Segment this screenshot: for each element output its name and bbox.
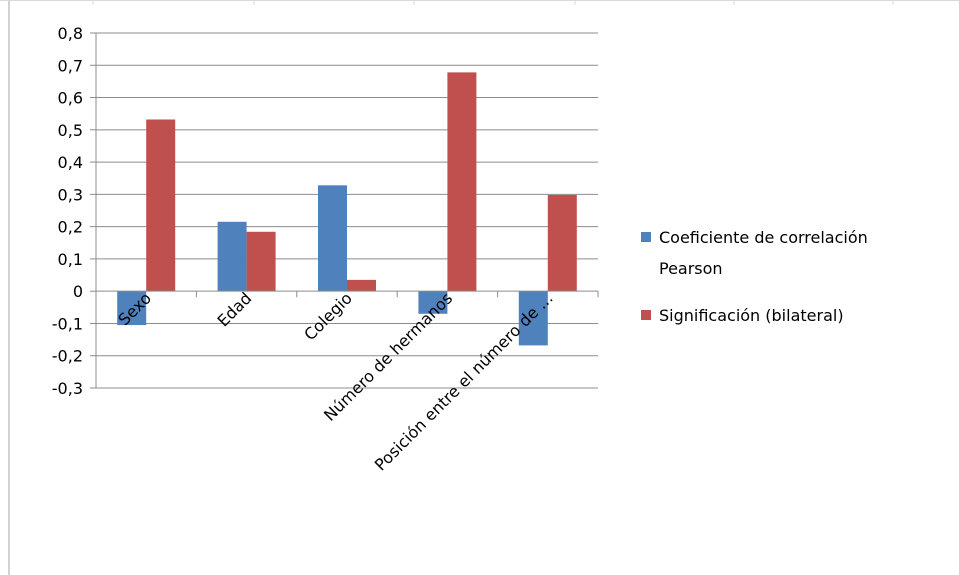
legend-label-significance: Significación (bilateral) <box>659 306 844 325</box>
bar-pearson-2 <box>217 221 247 292</box>
y-tick-label: 0 <box>73 282 83 301</box>
legend-label-pearson: Pearson <box>659 259 723 278</box>
y-tick-label: 0,8 <box>58 24 83 43</box>
y-tick-label: -0,3 <box>52 379 83 398</box>
y-tick-label: 0,7 <box>58 56 83 75</box>
y-tick-label: 0,2 <box>58 218 83 237</box>
legend-swatch-pearson <box>641 232 651 242</box>
bar-pearson-4 <box>418 291 448 314</box>
legend-label-pearson: Coeficiente de correlación <box>659 228 868 247</box>
x-category-label: Edad <box>214 289 256 331</box>
bar-significance-3 <box>347 279 376 292</box>
y-tick-label: -0,2 <box>52 347 83 366</box>
bar-significance-2 <box>246 231 276 292</box>
bars <box>117 72 577 346</box>
y-tick-label: 0,3 <box>58 185 83 204</box>
y-tick-label: 0,1 <box>58 250 83 269</box>
bar-significance-5 <box>547 195 577 292</box>
gridlines <box>90 32 598 389</box>
y-tick-label: 0,4 <box>58 153 83 172</box>
y-tick-label: -0,1 <box>52 314 83 333</box>
legend: Coeficiente de correlación Pearson Signifi… <box>641 228 868 325</box>
y-tick-labels: 0,8 0,7 0,6 0,5 0,4 0,3 0,2 0,1 0 -0,1 -0,2 -0,3 <box>52 24 83 398</box>
x-category-label: Posición entre el número de ... <box>371 289 557 475</box>
y-tick-label: 0,6 <box>58 89 83 108</box>
bar-pearson-5 <box>518 291 548 346</box>
y-tick-label: 0,5 <box>58 121 83 140</box>
bar-pearson-1 <box>117 291 147 326</box>
legend-swatch-significance <box>641 310 651 320</box>
bar-pearson-3 <box>318 185 347 292</box>
bar-significance-4 <box>447 72 477 292</box>
axes <box>95 33 599 388</box>
bar-significance-1 <box>146 119 176 292</box>
x-category-label: Colegio <box>300 289 356 345</box>
